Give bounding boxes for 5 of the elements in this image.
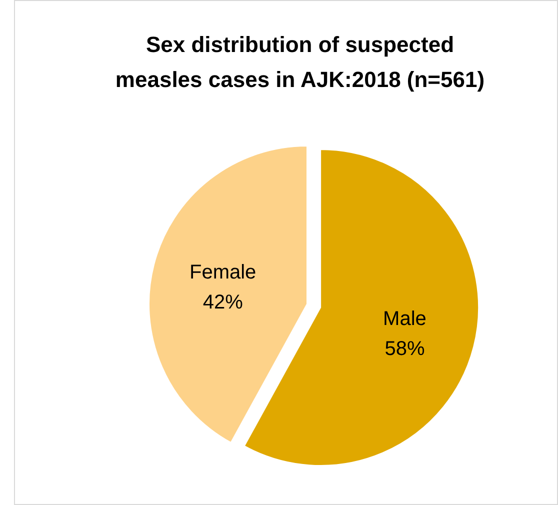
- slice-label: Female: [189, 261, 256, 284]
- data-label: 58%: [384, 338, 425, 360]
- chart-title: Sex distribution of suspected measles cases in AJK:2018 (n=561): [115, 32, 485, 92]
- slice-label: Male: [383, 308, 426, 330]
- data-label: 42%: [202, 291, 244, 314]
